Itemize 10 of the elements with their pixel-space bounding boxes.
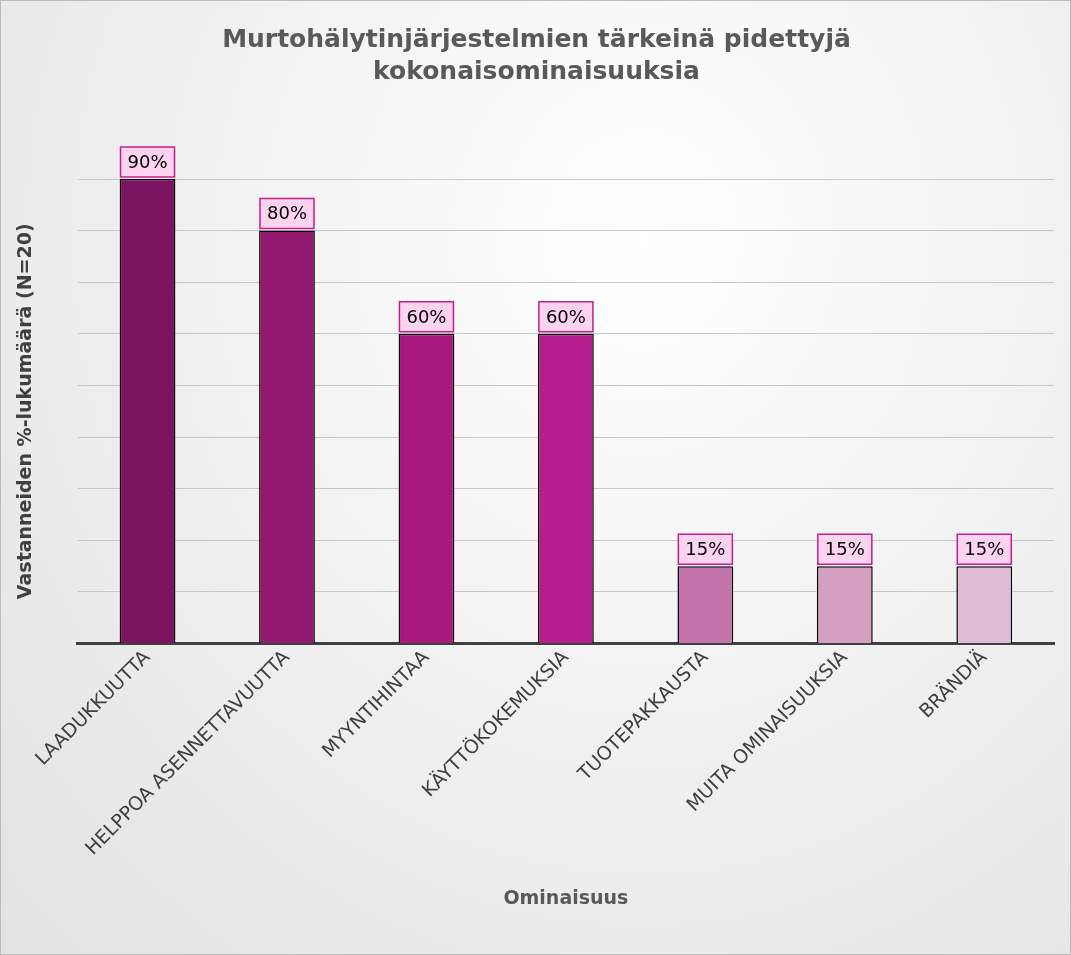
data-label: 80%	[266, 202, 307, 224]
data-label: 15%	[824, 537, 865, 559]
data-label: 60%	[406, 305, 447, 327]
data-label: 15%	[964, 537, 1005, 559]
y-axis-title: Vastanneiden %-lukumäärä (N=20)	[13, 223, 36, 600]
data-label: 60%	[545, 305, 586, 327]
x-axis-title: Ominaisuus	[503, 885, 629, 908]
data-label: 15%	[685, 537, 726, 559]
chart-title: Murtohälytinjärjestelmien tärkeinä pidettyjä kokonaisominaisuuksia	[221, 23, 852, 87]
data-label: 90%	[127, 150, 168, 172]
